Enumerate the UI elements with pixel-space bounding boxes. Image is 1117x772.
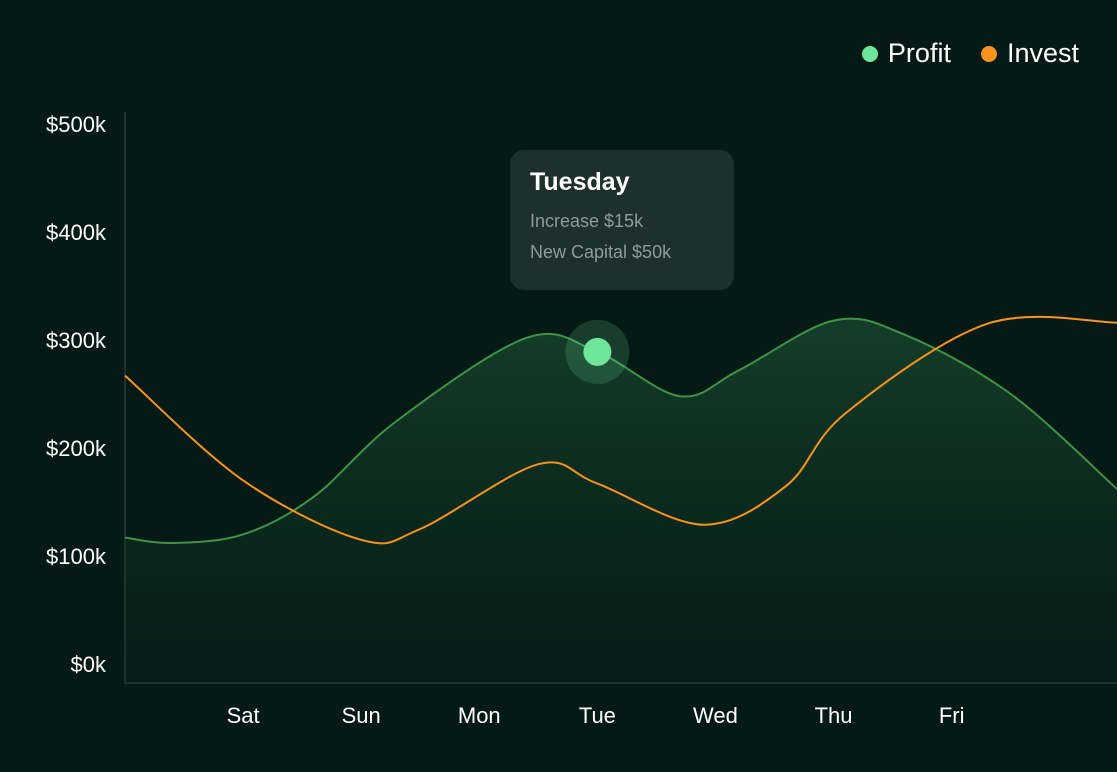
y-tick-label: $0k [71,652,107,677]
x-tick-label: Fri [939,703,965,728]
highlight-point [583,337,612,366]
invest-dot-icon [980,45,997,62]
legend-invest-label: Invest [1006,38,1079,68]
x-tick-label: Sun [342,703,381,728]
y-tick-label: $500k [46,112,107,137]
legend-item-invest[interactable]: Invest [980,38,1079,69]
y-tick-label: $100k [46,544,107,569]
y-tick-label: $200k [46,436,107,461]
tooltip-new-capital: New Capital $50k [530,242,672,262]
x-tick-label: Wed [693,703,738,728]
x-tick-label: Mon [458,703,501,728]
x-tick-label: Thu [815,703,853,728]
chart-legend: Profit Invest [861,38,1079,69]
y-tick-label: $300k [46,328,107,353]
profit-dot-icon [861,45,878,62]
invest-line [124,315,1117,545]
y-tick-label: $400k [46,220,107,245]
tooltip-increase: Increase $15k [530,211,644,231]
tooltip-title: Tuesday [530,168,630,196]
legend-item-profit[interactable]: Profit [861,38,951,69]
profit-area [125,318,1117,683]
x-tick-label: Tue [579,703,616,728]
tooltip-card: Tuesday Increase $15k New Capital $50k [510,150,734,290]
x-tick-label: Sat [227,703,260,728]
legend-profit-label: Profit [887,38,951,68]
